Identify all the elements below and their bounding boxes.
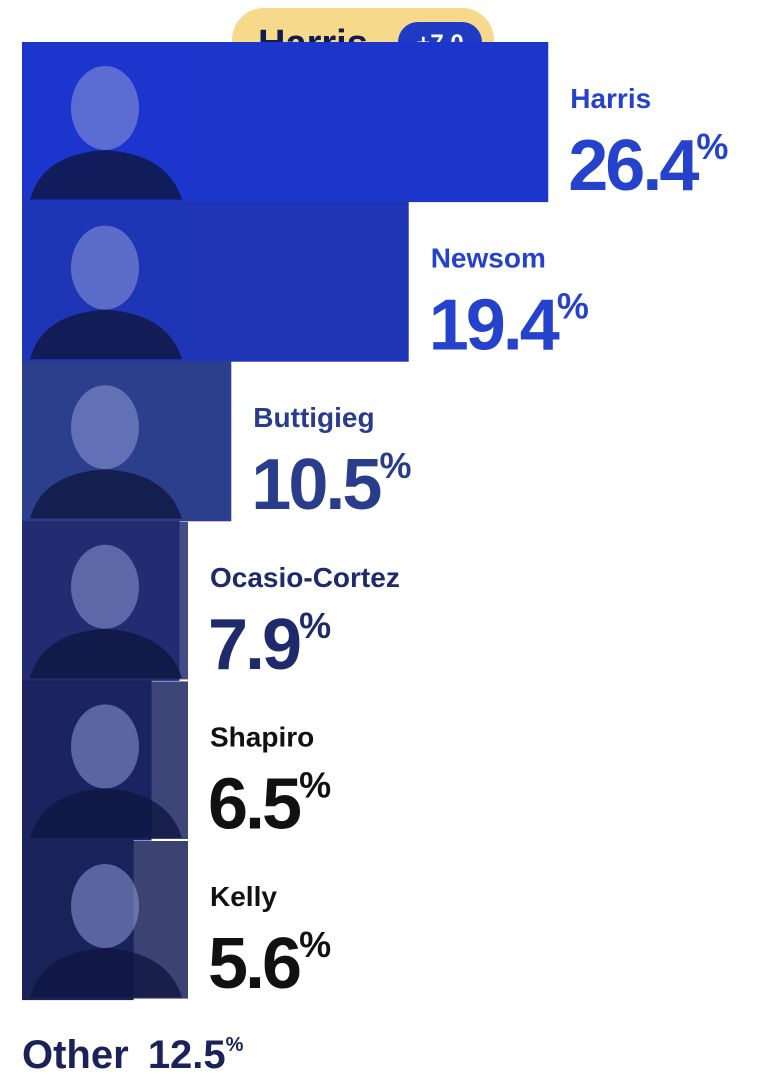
portrait-shoulders: [30, 788, 182, 838]
value-label: 5.6%: [208, 924, 331, 1004]
portrait: [22, 841, 188, 999]
portrait-head: [71, 864, 139, 948]
portrait-head: [71, 66, 139, 150]
portrait-shoulders: [30, 628, 182, 679]
other-label: Other 12.5%: [22, 1033, 244, 1074]
category-label: Ocasio-Cortez: [210, 562, 400, 593]
portrait: [22, 681, 188, 839]
portrait: [22, 521, 188, 680]
value-label: 6.5%: [208, 764, 331, 844]
value-label: 10.5%: [251, 445, 411, 525]
category-label: Shapiro: [210, 721, 314, 752]
portrait-head: [71, 704, 139, 789]
category-label: Newsom: [431, 243, 546, 274]
category-label: Kelly: [210, 881, 277, 912]
value-label: 26.4%: [568, 126, 728, 206]
value-label: 19.4%: [429, 286, 589, 366]
category-label: Buttigieg: [253, 402, 374, 433]
portrait-shoulders: [30, 469, 182, 519]
other-name: Other: [22, 1033, 129, 1074]
category-label: Harris: [570, 83, 651, 114]
portrait-head: [71, 225, 139, 310]
portrait: [22, 202, 188, 361]
other-value: 12.5%: [148, 1033, 244, 1074]
value-label: 7.9%: [208, 605, 331, 685]
portrait: [22, 362, 188, 520]
portrait: [22, 43, 188, 201]
portrait-shoulders: [30, 948, 182, 998]
portrait-shoulders: [30, 150, 182, 200]
portrait-head: [71, 544, 139, 629]
portrait-head: [71, 385, 139, 470]
portrait-shoulders: [30, 309, 182, 360]
